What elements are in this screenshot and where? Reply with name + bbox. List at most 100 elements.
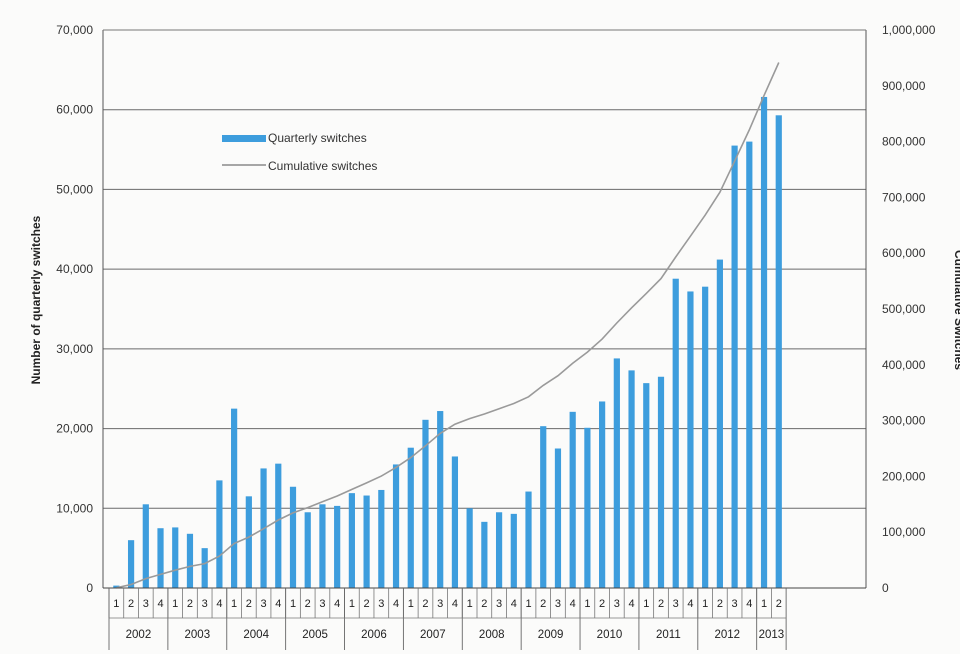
quarterly-bar bbox=[231, 408, 238, 588]
right-tick-label: 900,000 bbox=[882, 79, 926, 93]
quarterly-bar bbox=[348, 493, 355, 588]
left-tick-label: 20,000 bbox=[56, 422, 93, 436]
year-label: 2003 bbox=[185, 629, 211, 641]
left-axis-ticks: 0 10,000 20,000 30,000 40,000 50,000 60,000 70,… bbox=[56, 23, 93, 595]
quarter-label: 4 bbox=[216, 598, 222, 610]
legend: Quarterly switches Cumulative switches bbox=[222, 131, 377, 173]
year-label: 2004 bbox=[243, 629, 269, 641]
quarter-label: 1 bbox=[467, 598, 473, 610]
left-tick-label: 30,000 bbox=[56, 342, 93, 356]
axes bbox=[102, 29, 867, 589]
quarter-label: 3 bbox=[614, 598, 620, 610]
left-axis-label: Number of quarterly switches bbox=[29, 215, 43, 384]
right-tick-label: 500,000 bbox=[882, 302, 926, 316]
quarterly-bar bbox=[599, 401, 606, 588]
quarter-label: 4 bbox=[746, 598, 752, 610]
quarter-label: 3 bbox=[143, 598, 149, 610]
quarter-label: 4 bbox=[275, 598, 281, 610]
quarterly-bar bbox=[113, 585, 120, 588]
quarterly-bar bbox=[245, 496, 252, 588]
quarterly-bar bbox=[157, 528, 164, 588]
quarter-label: 4 bbox=[511, 598, 517, 610]
quarter-label: 3 bbox=[319, 598, 325, 610]
year-label: 2007 bbox=[420, 629, 446, 641]
quarterly-bar bbox=[481, 521, 488, 588]
left-tick-label: 40,000 bbox=[56, 262, 93, 276]
quarter-label: 3 bbox=[732, 598, 738, 610]
quarterly-bar bbox=[643, 383, 650, 588]
quarter-label: 2 bbox=[599, 598, 605, 610]
quarter-label: 1 bbox=[702, 598, 708, 610]
year-label: 2008 bbox=[479, 629, 505, 641]
right-tick-label: 1,000,000 bbox=[882, 23, 936, 37]
quarterly-bar bbox=[775, 115, 782, 589]
left-tick-label: 10,000 bbox=[56, 501, 93, 515]
quarter-label: 4 bbox=[157, 598, 163, 610]
quarterly-bar bbox=[657, 376, 665, 588]
quarterly-bar bbox=[466, 508, 473, 588]
year-label: 2012 bbox=[714, 629, 740, 641]
quarterly-bar bbox=[289, 486, 297, 588]
quarterly-bar bbox=[127, 540, 135, 588]
quarterly-bar bbox=[216, 480, 223, 588]
quarter-label: 1 bbox=[643, 598, 649, 610]
year-label: 2009 bbox=[538, 629, 564, 641]
quarterly-bar bbox=[672, 278, 679, 588]
quarter-label: 4 bbox=[687, 598, 693, 610]
quarterly-bar bbox=[584, 427, 591, 588]
quarterly-bar bbox=[319, 504, 326, 588]
quarterly-bar bbox=[378, 489, 385, 588]
right-tick-label: 800,000 bbox=[882, 135, 926, 149]
right-axis-ticks: 0 100,000 200,000 300,000 400,000 500,000 600,… bbox=[882, 23, 936, 595]
quarter-label: 1 bbox=[290, 598, 296, 610]
quarterly-bar bbox=[186, 533, 194, 588]
legend-label-cumulative: Cumulative switches bbox=[268, 159, 377, 173]
left-tick-label: 60,000 bbox=[56, 103, 93, 117]
quarterly-bar bbox=[613, 358, 620, 588]
quarter-label: 1 bbox=[349, 598, 355, 610]
quarter-label: 2 bbox=[246, 598, 252, 610]
quarterly-bar bbox=[702, 286, 709, 588]
quarter-label: 2 bbox=[128, 598, 134, 610]
quarterly-bar bbox=[554, 448, 562, 588]
quarter-label: 4 bbox=[570, 598, 576, 610]
quarter-label: 3 bbox=[378, 598, 384, 610]
quarter-label: 3 bbox=[260, 598, 266, 610]
quarterly-bar bbox=[422, 419, 429, 588]
quarterly-bar bbox=[451, 456, 459, 588]
right-tick-label: 700,000 bbox=[882, 190, 926, 204]
quarter-label: 2 bbox=[481, 598, 487, 610]
quarter-label: 1 bbox=[408, 598, 414, 610]
quarterly-bar bbox=[731, 145, 738, 589]
quarter-label: 2 bbox=[658, 598, 664, 610]
quarter-label: 2 bbox=[540, 598, 546, 610]
quarterly-bar bbox=[569, 411, 576, 588]
quarter-label: 4 bbox=[452, 598, 458, 610]
year-label: 2006 bbox=[361, 629, 387, 641]
legend-label-quarterly: Quarterly switches bbox=[268, 131, 367, 145]
quarter-label: 2 bbox=[364, 598, 370, 610]
quarterly-bar bbox=[392, 464, 400, 588]
quarterly-bar bbox=[363, 495, 370, 588]
quarterly-bar bbox=[687, 291, 694, 588]
quarter-label: 4 bbox=[334, 598, 340, 610]
quarter-label: 4 bbox=[393, 598, 399, 610]
cumulative-line-group bbox=[116, 62, 780, 589]
quarter-label: 1 bbox=[231, 598, 237, 610]
legend-swatch-quarterly bbox=[222, 135, 266, 142]
quarter-label: 2 bbox=[776, 598, 782, 610]
quarterly-bar bbox=[495, 512, 503, 588]
quarterly-bar bbox=[142, 504, 149, 588]
quarter-label: 2 bbox=[717, 598, 723, 610]
year-label: 2013 bbox=[759, 629, 785, 641]
quarterly-bar bbox=[628, 370, 635, 588]
quarterly-bar bbox=[275, 463, 282, 588]
quarter-label: 1 bbox=[113, 598, 119, 610]
right-tick-label: 100,000 bbox=[882, 525, 926, 539]
quarter-label: 1 bbox=[761, 598, 767, 610]
left-tick-label: 70,000 bbox=[56, 23, 93, 37]
bars-group bbox=[113, 96, 782, 589]
quarterly-bar bbox=[201, 548, 208, 588]
